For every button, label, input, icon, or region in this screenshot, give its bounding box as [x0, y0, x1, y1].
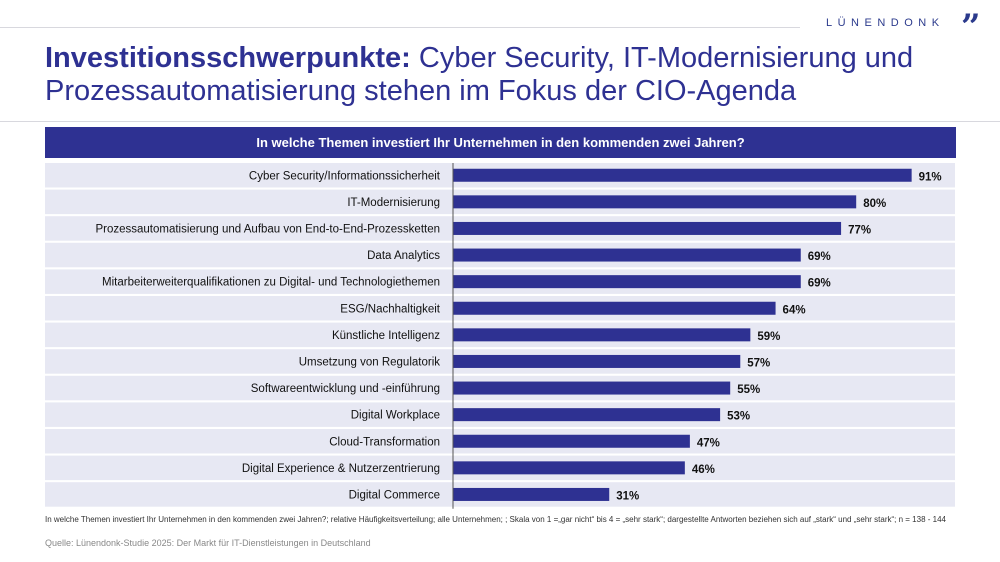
bar — [453, 487, 610, 501]
category-label: Cloud-Transformation — [329, 436, 440, 448]
category-label: Digital Workplace — [351, 410, 440, 422]
page-title: Investitionsschwerpunkte: Cyber Security… — [45, 42, 975, 108]
value-label: 31% — [616, 490, 639, 502]
bar — [453, 248, 801, 262]
bar — [453, 434, 690, 448]
value-label: 55% — [737, 384, 760, 396]
value-label: 59% — [757, 331, 780, 343]
footnote: In welche Themen investiert Ihr Unterneh… — [45, 515, 946, 524]
bar — [453, 461, 685, 475]
category-label: Künstliche Intelligenz — [332, 330, 440, 342]
value-label: 57% — [747, 357, 770, 369]
bar — [453, 168, 912, 182]
source-note: Quelle: Lünendonk-Studie 2025: Der Markt… — [45, 538, 371, 548]
bar — [453, 381, 731, 395]
category-label: ESG/Nachhaltigkeit — [340, 303, 441, 315]
value-label: 46% — [692, 464, 715, 476]
bar — [453, 408, 721, 422]
category-label: Umsetzung von Regulatorik — [299, 356, 441, 368]
value-label: 77% — [848, 224, 871, 236]
value-label: 91% — [919, 171, 942, 183]
bar — [453, 195, 857, 209]
category-label: IT-Modernisierung — [347, 197, 440, 209]
bar — [453, 221, 842, 235]
value-label: 64% — [783, 304, 806, 316]
chart-title: In welche Themen investiert Ihr Unterneh… — [45, 127, 956, 158]
category-label: Digital Experience & Nutzerzentrierung — [242, 463, 440, 475]
category-label: Prozessautomatisierung und Aufbau von En… — [95, 223, 440, 235]
value-label: 80% — [863, 198, 886, 210]
top-divider — [0, 27, 800, 28]
brand-logo-text: LÜNENDONK — [826, 17, 945, 29]
value-label: 53% — [727, 411, 750, 423]
page-title-rest: Cyber Security, IT-Modernisierung und Pr… — [45, 42, 914, 107]
brand-quote-mark-icon: ” — [961, 7, 981, 47]
value-label: 69% — [808, 251, 831, 263]
category-label: Mitarbeiterweiterqualifikationen zu Digi… — [102, 277, 440, 289]
category-label: Softwareentwicklung und -einführung — [251, 383, 440, 395]
bar — [453, 328, 751, 342]
category-label: Data Analytics — [367, 250, 440, 262]
page-title-bold: Investitionsschwerpunkte: — [45, 42, 411, 74]
title-divider — [0, 121, 1000, 122]
bar — [453, 275, 801, 289]
value-label: 69% — [808, 278, 831, 290]
bar — [453, 301, 776, 315]
value-label: 47% — [697, 437, 720, 449]
bar — [453, 354, 741, 368]
category-label: Digital Commerce — [349, 489, 440, 501]
category-label: Cyber Security/Informationssicherheit — [249, 170, 441, 182]
